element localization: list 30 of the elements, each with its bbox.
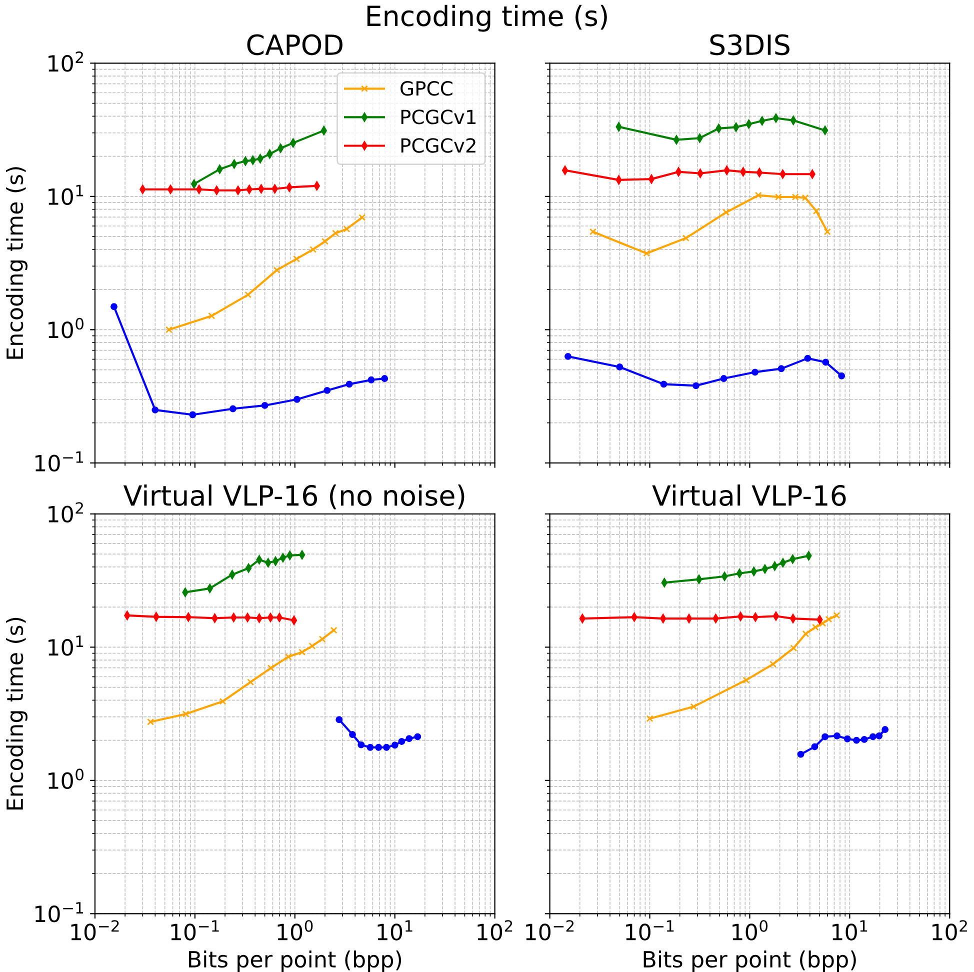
y-axis-title: Encoding time (s) — [6, 167, 28, 359]
x-tick-label: 10$^{0}$ — [278, 920, 313, 940]
chart-title: Virtual VLP-16 (no noise) — [123, 484, 464, 510]
y-tick-label: 10$^{−1}$ — [35, 451, 84, 472]
x-tick-label: 10$^{−1}$ — [171, 920, 219, 940]
y-tick-label: 10$^{2}$ — [48, 51, 83, 72]
legend-label: PCGCv1 — [401, 110, 476, 124]
y-tick-label: 10$^{−1}$ — [35, 902, 84, 922]
x-tick-label: 10$^{−2}$ — [71, 920, 119, 940]
y-tick-label: 10$^{0}$ — [48, 768, 84, 790]
legend-label: GPCC — [400, 81, 452, 96]
x-tick-label: 10$^{2}$ — [478, 920, 512, 940]
y-axis-title: Encoding time (s) — [6, 618, 28, 810]
y-tick-label: 10$^{1}$ — [48, 636, 84, 656]
y-tick-label: 10$^{0}$ — [48, 318, 84, 338]
x-axis-title: Bits per point (bpp) — [188, 950, 402, 972]
y-tick-label: 10$^{1}$ — [48, 184, 84, 206]
chart-title: S3DIS — [710, 34, 790, 56]
legend-label: PCGCv2 — [401, 138, 476, 153]
x-tick-label: 10$^{1}$ — [832, 920, 868, 940]
x-tick-label: 10$^{−1}$ — [626, 920, 674, 940]
y-tick-label: 10$^{2}$ — [48, 502, 83, 523]
chart-title: Virtual VLP-16 — [652, 484, 846, 506]
x-tick-label: 10$^{−2}$ — [526, 920, 574, 940]
x-tick-label: 10$^{1}$ — [378, 920, 412, 940]
text: Encoding time (s) — [367, 4, 607, 32]
x-tick-label: 10$^{0}$ — [732, 920, 768, 940]
x-axis-title: Bits per point (bpp) — [644, 950, 856, 972]
chart-title: CAPOD — [247, 34, 342, 56]
x-tick-label: 10$^{2}$ — [932, 920, 967, 940]
